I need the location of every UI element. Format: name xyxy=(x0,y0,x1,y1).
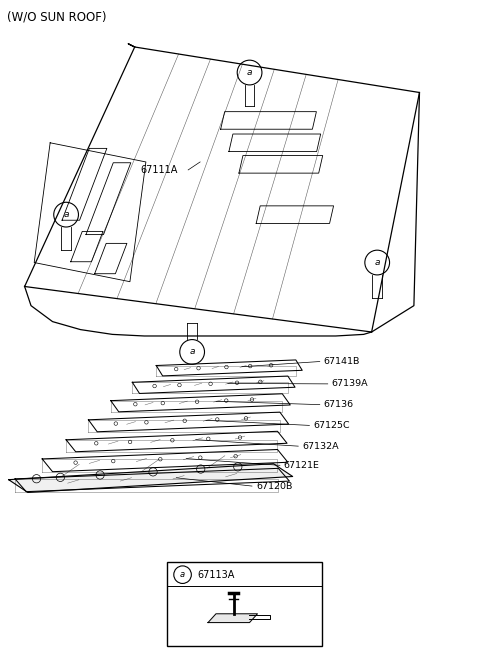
Text: a: a xyxy=(190,348,195,356)
Text: 67121E: 67121E xyxy=(284,461,320,470)
Polygon shape xyxy=(9,464,293,493)
Text: 67136: 67136 xyxy=(324,400,354,409)
Text: 67141B: 67141B xyxy=(324,357,360,366)
FancyBboxPatch shape xyxy=(167,562,322,646)
Text: 67113A: 67113A xyxy=(197,569,234,580)
Polygon shape xyxy=(208,614,257,623)
Text: a: a xyxy=(247,68,252,77)
Text: (W/O SUN ROOF): (W/O SUN ROOF) xyxy=(7,10,107,23)
Text: 67139A: 67139A xyxy=(332,379,368,388)
Text: 67120B: 67120B xyxy=(256,482,292,491)
Text: 67111A: 67111A xyxy=(140,165,178,175)
Text: 67132A: 67132A xyxy=(302,441,339,451)
Text: a: a xyxy=(374,258,380,267)
Text: a: a xyxy=(63,210,69,219)
Text: a: a xyxy=(180,570,185,579)
Text: 67125C: 67125C xyxy=(313,421,350,430)
